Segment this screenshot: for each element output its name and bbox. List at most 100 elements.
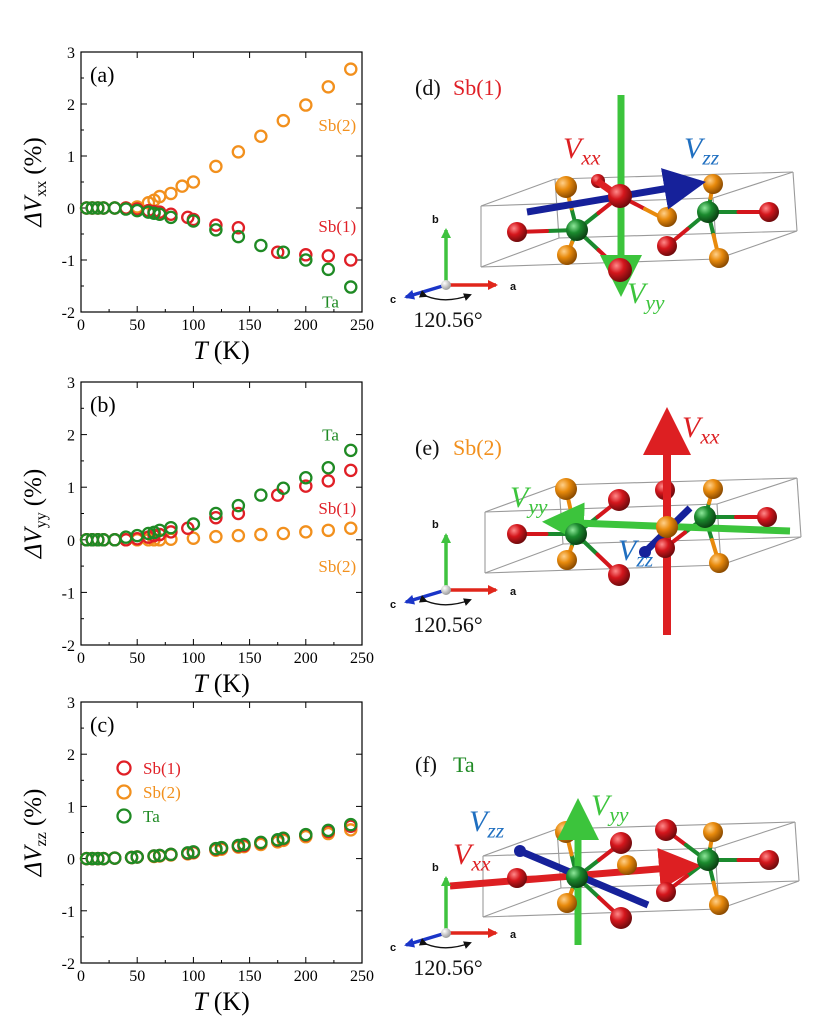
unit-cell-edge — [792, 171, 798, 232]
axis-a-label: a — [510, 929, 517, 941]
series-ta — [79, 443, 358, 547]
vzz-label-main: V — [469, 805, 491, 838]
data-point — [164, 847, 178, 862]
unit-cell-edge — [558, 477, 798, 486]
y-tick-label: 2 — [67, 747, 75, 764]
x-tick-label: 100 — [181, 317, 205, 334]
data-point — [254, 488, 268, 502]
chart-b: 0 50 100 150 200 250 -2 -1 0 1 2 3 (b) ΔVyy (%) T (K) Ta S… — [20, 375, 374, 698]
y-tick-label: -1 — [62, 585, 75, 602]
data-point — [299, 253, 313, 267]
vxx-label-main: V — [682, 411, 704, 444]
axis-b-label: b — [432, 519, 439, 531]
x-tick-label: 200 — [294, 317, 318, 334]
sb2-atom — [657, 207, 677, 227]
data-point — [214, 840, 229, 855]
data-point — [209, 506, 223, 521]
vzz-label: Vzz — [684, 132, 720, 170]
legend-label: Sb(2) — [143, 783, 181, 802]
sb1-atom — [656, 882, 676, 902]
data-point — [209, 841, 223, 856]
sb1-atom — [759, 202, 779, 222]
vyy-label: Vyy — [510, 481, 548, 519]
x-tick-label: 250 — [350, 650, 374, 667]
axis-b-label: b — [432, 862, 439, 874]
y-axis-label-sub: xx — [33, 181, 50, 197]
sb2-atom — [555, 478, 577, 500]
data-point — [254, 238, 268, 253]
axes-origin — [441, 928, 451, 938]
panel-label: (b) — [90, 392, 116, 417]
y-tick-label: -1 — [62, 904, 75, 921]
series-ta — [79, 817, 358, 866]
sb2-atom — [709, 895, 729, 915]
data-point — [209, 510, 223, 525]
vxx-label-sub: xx — [470, 852, 491, 876]
data-point — [276, 526, 291, 541]
data-point — [130, 850, 144, 864]
data-point — [147, 849, 161, 863]
data-point — [186, 214, 201, 228]
axis-c-label: c — [390, 599, 396, 611]
unit-cell-edge — [482, 828, 558, 857]
ta-atom — [697, 201, 719, 223]
vyy-label-main: V — [510, 481, 532, 514]
x-tick-label: 0 — [77, 968, 85, 985]
panel-label: (c) — [90, 712, 114, 737]
x-tick-label: 50 — [129, 968, 145, 985]
vzz-label-sub: zz — [486, 819, 504, 843]
x-axis-label-unit: (K) — [214, 336, 250, 365]
axes-origin — [441, 280, 451, 290]
data-point — [299, 479, 313, 493]
unit-cell-edge — [712, 171, 794, 199]
x-axis-label: T (K) — [193, 669, 250, 698]
sb2-atom — [557, 893, 577, 913]
data-point — [344, 253, 358, 267]
x-tick-label: 50 — [129, 317, 145, 334]
x-axis-label-main: T — [193, 987, 209, 1016]
sb2-atom — [703, 822, 723, 842]
x-tick-label: 150 — [238, 650, 262, 667]
data-point — [254, 527, 268, 542]
x-tick-label: 150 — [238, 317, 262, 334]
unit-cell-edge — [482, 908, 720, 918]
sb1-atom — [507, 868, 527, 888]
x-axis-label: T (K) — [193, 987, 250, 1016]
y-axis-label: ΔVxx (%) — [20, 137, 50, 227]
y-axis-label-main: ΔV — [20, 526, 47, 560]
x-tick-label: 50 — [129, 650, 145, 667]
series-ta — [79, 201, 358, 294]
axis-c-arrow — [404, 588, 447, 605]
ta-atom — [697, 849, 719, 871]
sb2-atom — [703, 479, 723, 499]
data-point — [231, 506, 246, 521]
vzz-label: Vzz — [618, 534, 654, 572]
data-point — [186, 845, 201, 859]
data-point — [299, 470, 313, 485]
sb2-atom — [709, 248, 729, 268]
sb1-atom — [757, 507, 777, 527]
ta-atom — [566, 866, 588, 888]
y-tick-label: -2 — [62, 305, 75, 322]
data-point — [344, 817, 358, 832]
sb1-atom — [657, 236, 677, 256]
y-axis-label-main: ΔV — [20, 844, 47, 878]
data-point — [231, 229, 246, 244]
sb2-atom — [555, 176, 577, 198]
series-annotation: Sb(2) — [318, 116, 356, 135]
data-point — [209, 218, 223, 232]
vzz-arrow-end — [514, 845, 526, 857]
unit-cell-edge — [480, 258, 718, 268]
data-point — [344, 521, 358, 535]
vxx-label: Vxx — [563, 132, 601, 170]
crystal-panel-site: Sb(2) — [453, 435, 502, 460]
data-point — [299, 525, 313, 539]
vxx-label-main: V — [563, 132, 585, 165]
x-tick-label: 150 — [238, 968, 262, 985]
data-point — [270, 833, 285, 847]
data-point — [164, 520, 178, 535]
unit-cell-edge — [562, 536, 802, 545]
